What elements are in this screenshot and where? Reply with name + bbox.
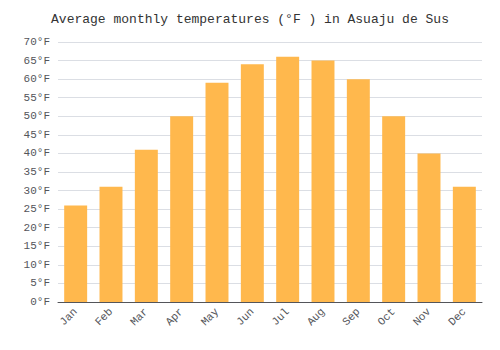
svg-text:Jan: Jan — [57, 306, 79, 328]
svg-text:45°F: 45°F — [24, 129, 50, 141]
svg-text:15°F: 15°F — [24, 240, 50, 252]
svg-text:Average monthly temperatures (: Average monthly temperatures (°F ) in As… — [51, 12, 449, 27]
svg-text:65°F: 65°F — [24, 55, 50, 67]
svg-text:Oct: Oct — [375, 306, 397, 328]
svg-text:Aug: Aug — [305, 306, 327, 328]
svg-text:May: May — [199, 305, 222, 328]
svg-text:5°F: 5°F — [30, 277, 50, 289]
svg-text:Jun: Jun — [234, 306, 256, 328]
svg-text:Jul: Jul — [269, 306, 291, 328]
svg-text:Feb: Feb — [93, 306, 115, 328]
svg-text:Mar: Mar — [128, 306, 150, 328]
svg-text:70°F: 70°F — [24, 36, 50, 48]
svg-text:Nov: Nov — [411, 305, 434, 328]
svg-text:40°F: 40°F — [24, 147, 50, 159]
svg-text:50°F: 50°F — [24, 110, 50, 122]
svg-text:25°F: 25°F — [24, 203, 50, 215]
svg-text:60°F: 60°F — [24, 73, 50, 85]
svg-text:0°F: 0°F — [30, 296, 50, 308]
svg-text:30°F: 30°F — [24, 185, 50, 197]
svg-text:55°F: 55°F — [24, 92, 50, 104]
svg-text:10°F: 10°F — [24, 259, 50, 271]
svg-text:Sep: Sep — [340, 306, 362, 328]
svg-text:Apr: Apr — [163, 306, 185, 328]
svg-text:35°F: 35°F — [24, 166, 50, 178]
svg-text:Dec: Dec — [446, 306, 468, 328]
svg-text:20°F: 20°F — [24, 222, 50, 234]
